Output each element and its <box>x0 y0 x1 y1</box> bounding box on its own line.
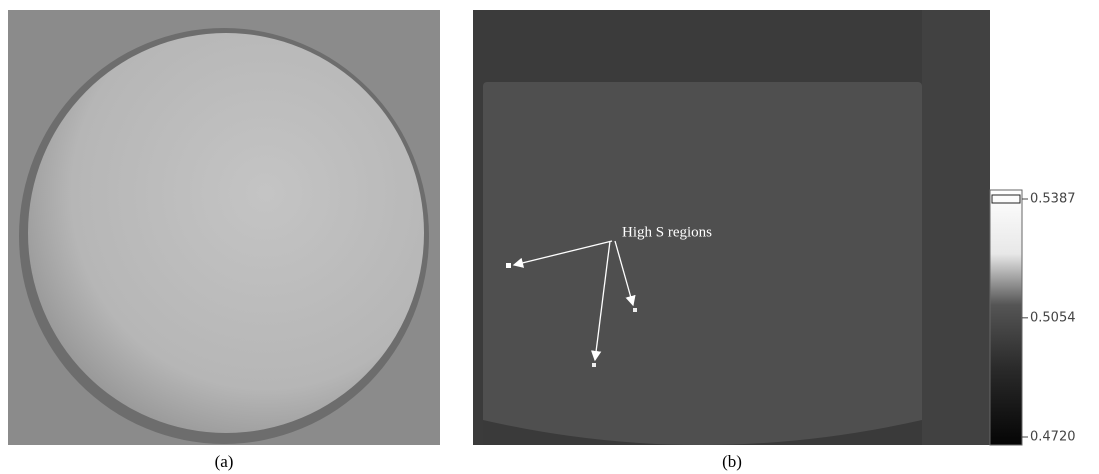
annotation: High S regions <box>622 224 712 240</box>
figure: High S regions (a) (b) 0.5387 0.5054 0.472… <box>0 0 1099 474</box>
tick-label: 0.4720 <box>1030 430 1076 445</box>
colorbar <box>990 190 1022 445</box>
tick-label: 0.5054 <box>1030 310 1076 325</box>
page: {"panels": [ {"caption": "(a)"}, {"capti… <box>0 0 1099 474</box>
image-b: High S regions <box>473 10 990 445</box>
tick-label: 0.5387 <box>1030 192 1076 207</box>
image-a <box>8 10 440 445</box>
caption: (b) <box>722 452 742 471</box>
caption: (a) <box>215 452 234 471</box>
